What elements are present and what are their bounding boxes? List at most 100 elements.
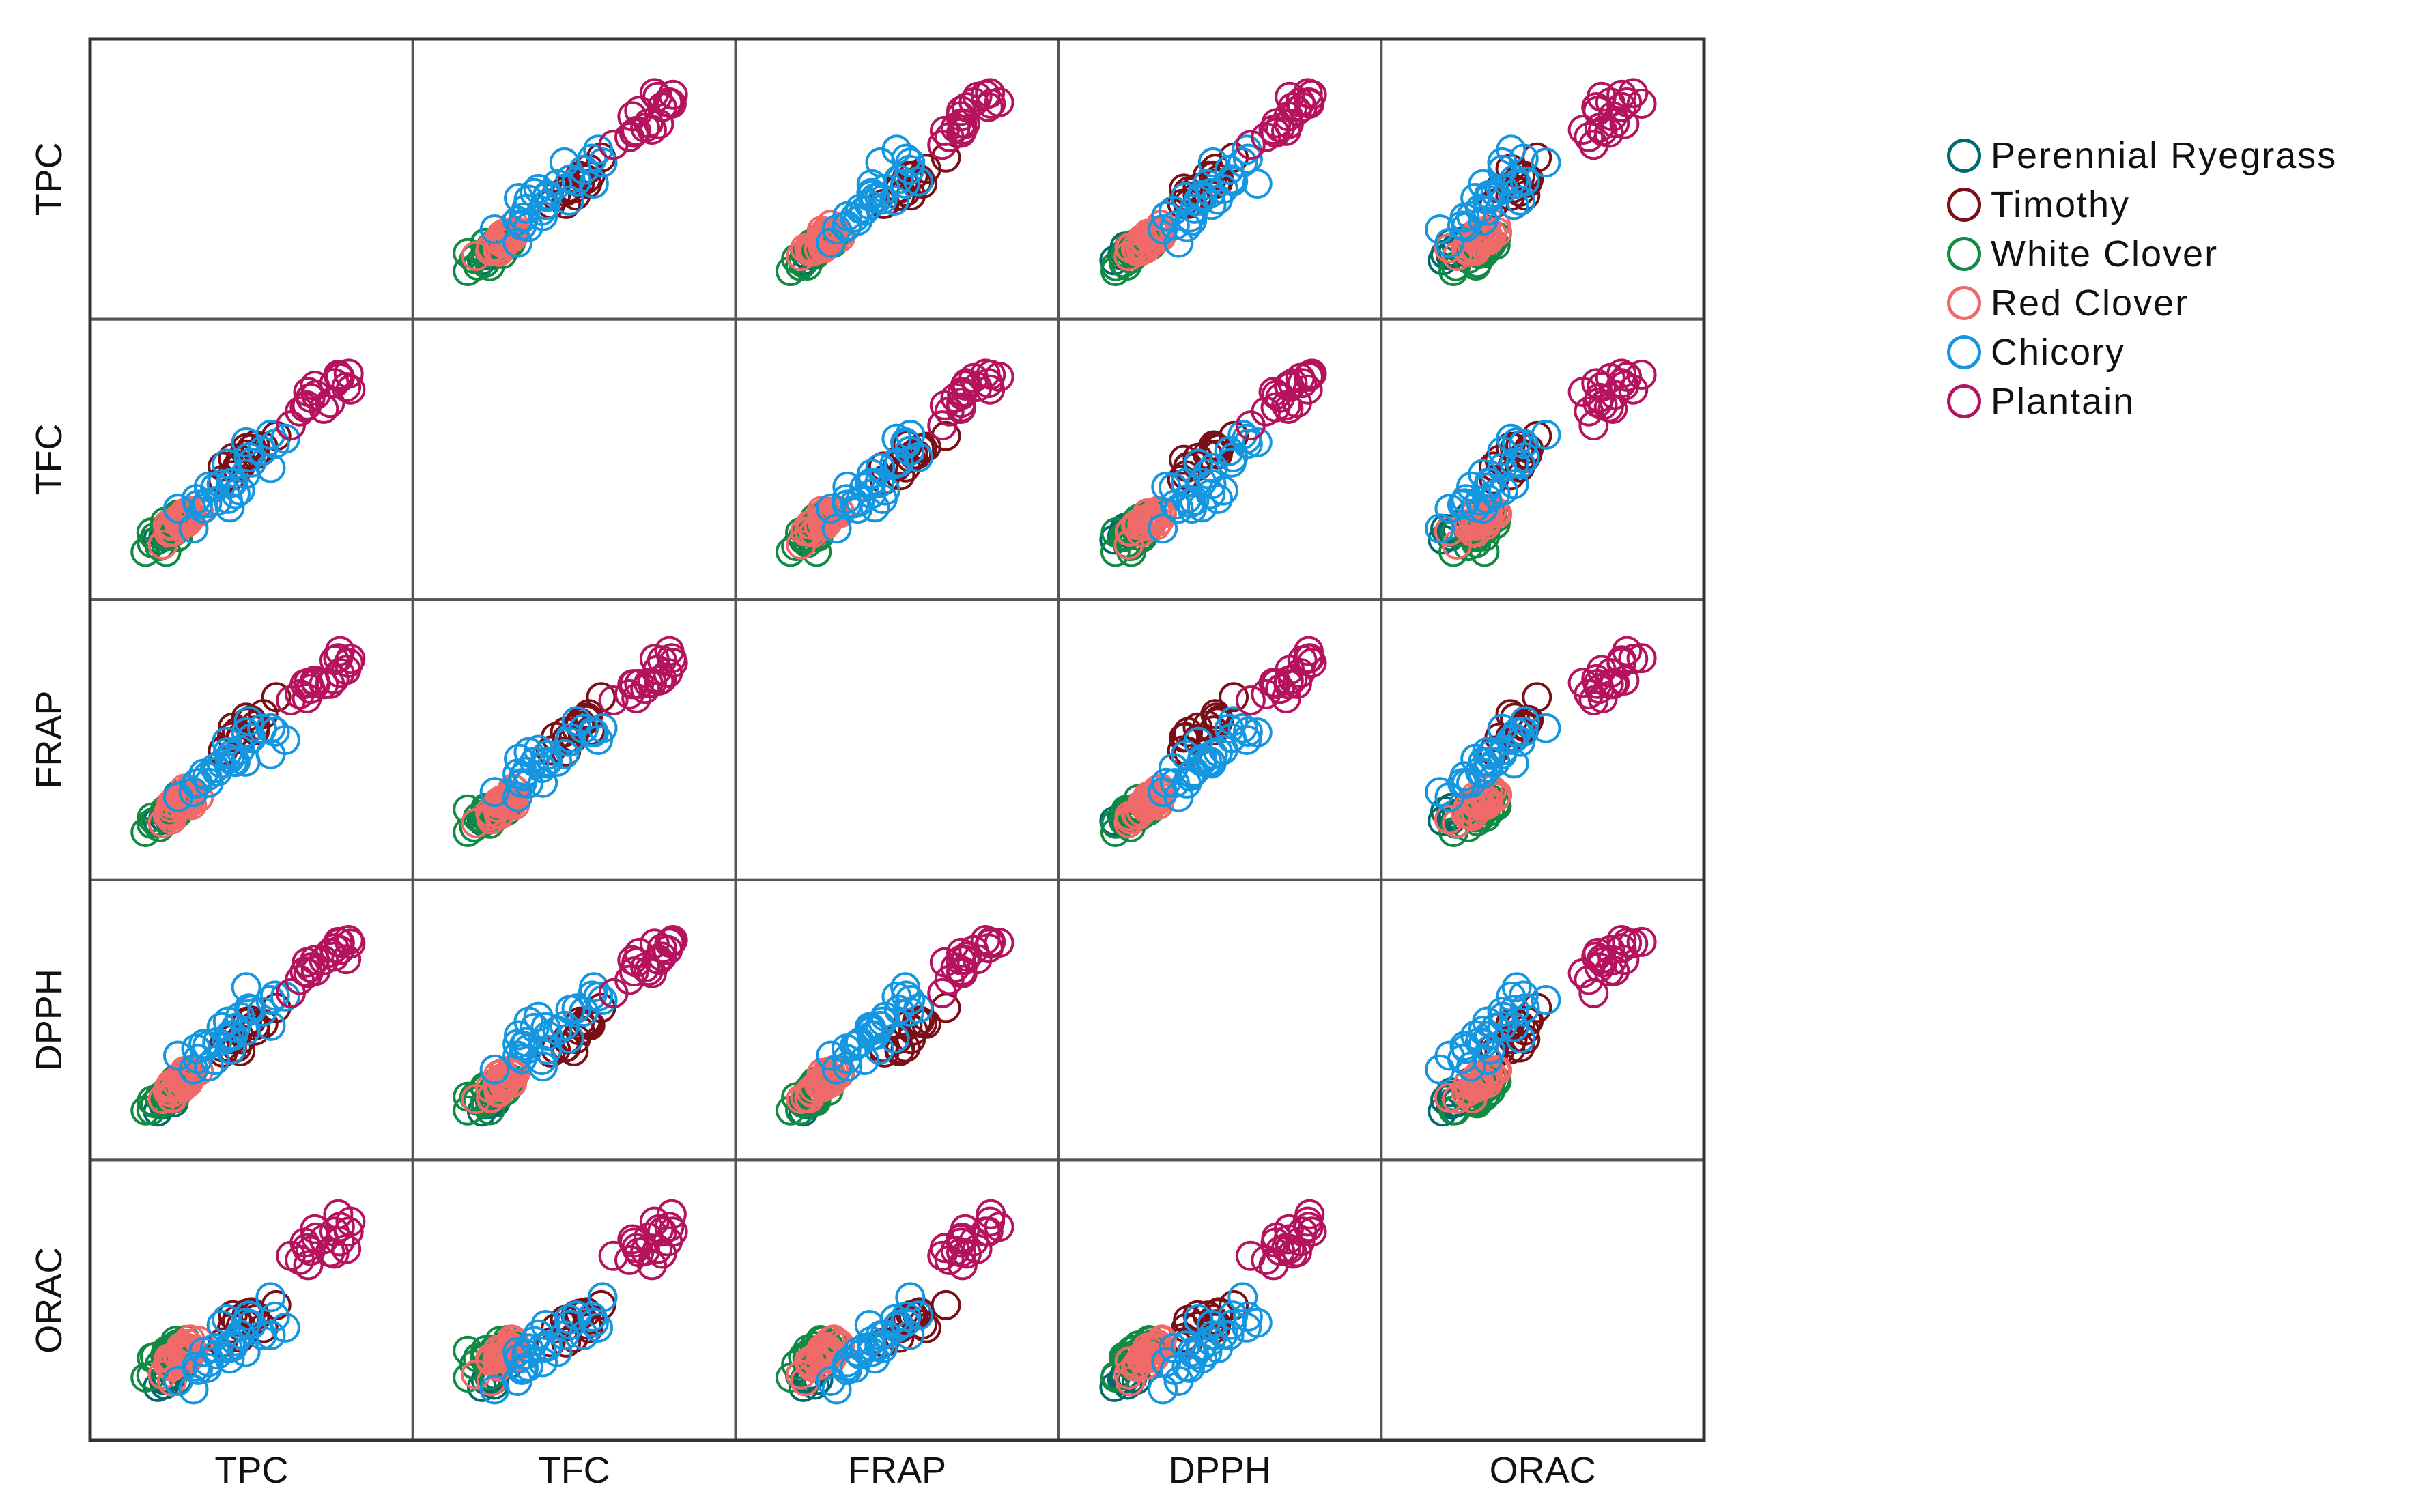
x-axis-label-orac: ORAC [1490,1450,1596,1491]
x-axis-label-tpc: TPC [214,1450,288,1491]
point-plantain [656,643,687,674]
point-chicory [230,746,261,777]
point-chicory [1208,475,1238,506]
point-chicory [479,214,510,244]
point-plantain [984,928,1014,958]
point-plantain [1606,358,1637,389]
point-plantain [1606,79,1637,110]
point-plantain [292,1233,322,1264]
legend-item-perennial-ryegrass: Perennial Ryegrass [1947,131,2337,180]
legend-circle-icon [1947,286,1981,320]
point-chicory [1197,147,1228,177]
x-axis-label-dpph: DPPH [1169,1450,1271,1491]
point-chicory [502,227,533,258]
point-plantain [598,978,629,1008]
point-chicory [891,429,922,459]
point-chicory [231,1307,261,1338]
point-plantain [292,683,322,713]
point-plantain [1587,390,1618,420]
point-chicory [479,1054,510,1085]
point-chicory [1232,717,1263,747]
point-chicory [1508,980,1539,1011]
point-chicory [890,169,920,199]
point-chicory [1217,447,1247,478]
point-chicory [865,453,896,483]
point-plantain [639,78,670,109]
point-chicory [867,483,898,514]
point-plantain [929,947,960,978]
point-plantain [647,1216,677,1247]
point-chicory [1159,210,1190,241]
point-timothy [1522,682,1552,713]
y-axis-label-orac: ORAC [29,1247,70,1354]
point-plantain [1578,978,1609,1008]
point-chicory [849,1045,880,1076]
point-plantain [946,937,976,968]
point-chicory [513,1352,543,1382]
point-chicory [162,494,193,524]
point-chicory [1468,758,1499,789]
point-chicory [1425,1054,1455,1085]
point-chicory [1464,193,1495,224]
point-chicory [844,193,875,224]
point-chicory [202,1339,233,1370]
point-plantain [946,388,976,418]
point-plantain [657,1216,688,1247]
legend-circle-icon [1947,139,1981,173]
legend-circle-icon [1947,237,1981,271]
point-red-clover [147,1359,178,1390]
point-plantain [621,947,652,978]
point-chicory [1496,423,1526,454]
point-chicory [1501,972,1532,1003]
point-chicory [554,1304,584,1335]
point-chicory [1148,1374,1178,1405]
point-plantain [331,944,362,975]
legend-label: White Clover [1991,233,2219,274]
point-chicory [849,1332,880,1363]
point-chicory [1179,485,1210,516]
point-chicory [259,980,290,1011]
point-chicory [1531,147,1561,178]
point-chicory [1232,429,1263,459]
point-plantain [1626,89,1657,119]
point-red-clover [490,1065,521,1096]
point-chicory [831,484,862,515]
point-chicory [895,985,926,1015]
point-chicory [1475,739,1505,770]
point-plantain [947,958,978,988]
point-chicory [181,1033,212,1064]
point-red-clover [1463,1065,1494,1096]
point-chicory [255,1320,286,1351]
legend: Perennial Ryegrass Timothy White Clover Red… [1947,131,2337,426]
point-timothy [248,699,279,730]
cell-frap-vs-orac [1380,598,1705,881]
point-chicory [1531,713,1561,743]
point-chicory [867,1333,898,1364]
point-plantain [639,1206,670,1237]
point-chicory [270,725,300,755]
point-plantain [324,361,355,392]
point-chicory [1192,459,1223,489]
point-red-clover [1477,1059,1507,1089]
point-plantain [647,933,677,964]
point-red-clover [1126,236,1156,266]
point-plantain [624,96,655,126]
point-chicory [1464,756,1495,787]
legend-label: Red Clover [1991,283,2189,324]
point-chicory [831,1033,862,1064]
point-chicory [1505,1023,1536,1054]
point-plantain [323,1199,354,1229]
point-chicory [549,1010,580,1041]
legend-item-timothy: Timothy [1947,180,2337,229]
point-plantain [323,360,354,390]
point-chicory [1472,1006,1503,1037]
point-timothy [931,1289,961,1320]
point-plantain [1574,122,1604,152]
point-plantain [276,1240,306,1271]
axis-labels: TPC TFC FRAP DPPH ORAC TPC TFC FRAP DPPH ORAC [29,142,1596,1491]
point-chicory [1475,182,1505,212]
point-red-clover [474,1073,505,1103]
point-chicory [259,1301,290,1332]
point-plantain [598,130,629,160]
point-plantain [1273,394,1304,424]
